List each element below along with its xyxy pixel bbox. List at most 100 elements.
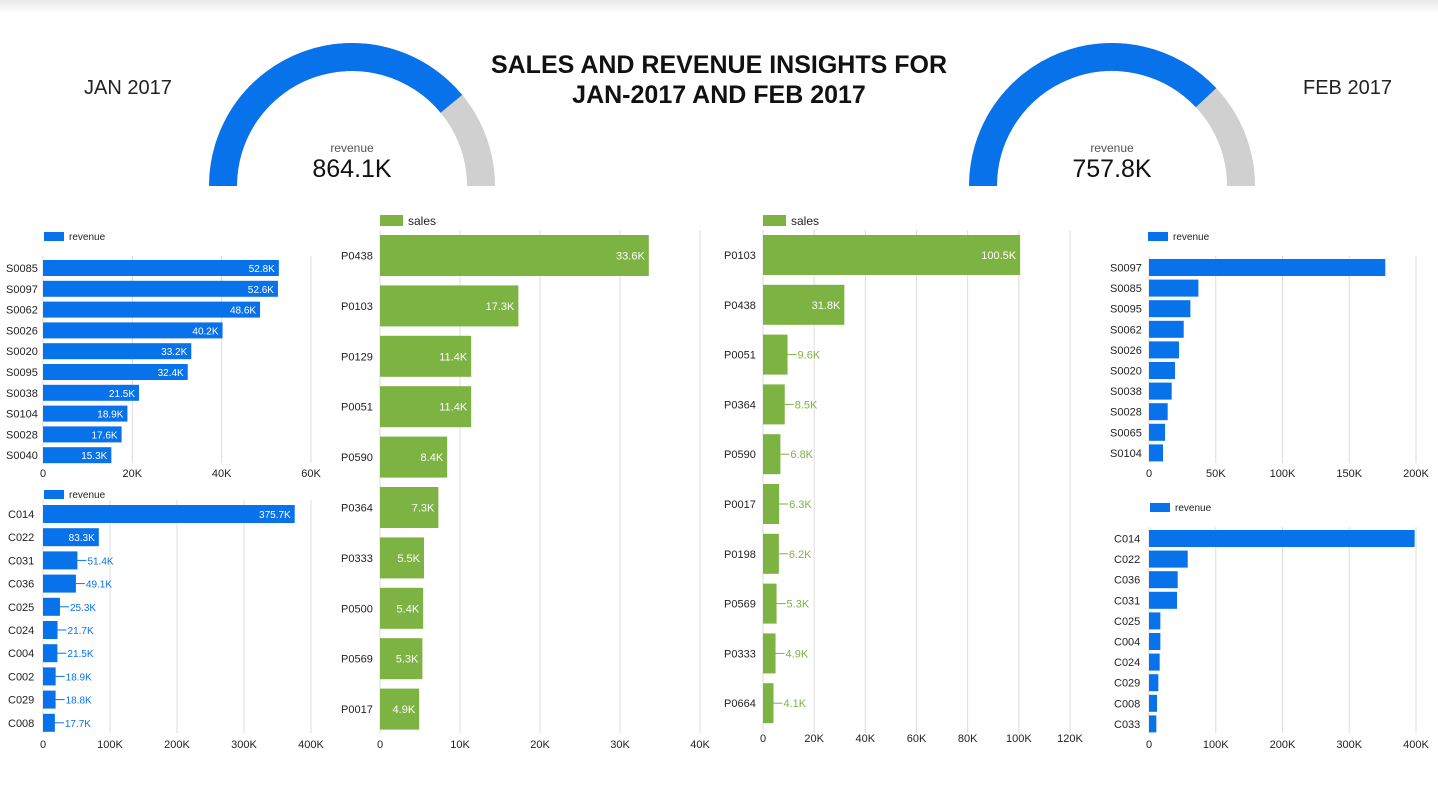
- data-label: 49.1K: [86, 580, 112, 591]
- x-tick-label: 80K: [958, 733, 978, 745]
- category-label: S0085: [1110, 283, 1142, 295]
- x-tick-label: 20K: [530, 739, 550, 751]
- category-label: C036: [1114, 575, 1140, 587]
- data-label: 6.2K: [789, 549, 812, 561]
- data-label: 5.3K: [396, 654, 419, 666]
- category-label: S0085: [6, 263, 38, 275]
- legend-swatch: [763, 215, 786, 226]
- feb-period-label: FEB 2017: [1303, 77, 1392, 99]
- bar: [43, 405, 128, 422]
- category-label: C025: [8, 602, 34, 614]
- bar: [380, 285, 519, 327]
- category-label: S0040: [6, 450, 38, 462]
- category-label: P0103: [341, 301, 373, 313]
- bar: [43, 301, 261, 318]
- legend-label: revenue: [69, 232, 106, 243]
- data-label: 33.6K: [616, 251, 645, 263]
- data-label: 100.5K: [981, 250, 1017, 262]
- gauge-fill: [969, 43, 1217, 187]
- bar: [1149, 423, 1166, 441]
- bar: [43, 621, 58, 639]
- bar: [380, 386, 472, 428]
- bar: [43, 426, 122, 443]
- x-tick-label: 10K: [450, 739, 470, 751]
- x-tick-label: 200K: [164, 739, 190, 751]
- category-label: S0062: [1110, 324, 1142, 336]
- bar: [380, 235, 649, 276]
- category-label: P0590: [341, 452, 373, 464]
- data-label: 375.7K: [259, 510, 291, 521]
- x-tick-label: 40K: [212, 468, 232, 480]
- data-label: 21.7K: [68, 626, 94, 637]
- bar: [1149, 591, 1178, 609]
- bar: [1149, 341, 1180, 359]
- data-label: 18.9K: [97, 410, 123, 421]
- category-label: S0026: [6, 325, 38, 337]
- bar: [1149, 300, 1191, 318]
- category-label: P0051: [341, 402, 373, 414]
- bar: [43, 667, 56, 686]
- feb_product_sales: sales P0103 100.5K P0438 31.8K P0051 9.6K P0364…: [724, 214, 1084, 745]
- category-label: S0020: [1110, 366, 1142, 378]
- category-label: P0051: [724, 350, 756, 362]
- bar: [380, 688, 420, 730]
- legend-swatch: [1148, 232, 1168, 241]
- bar: [763, 484, 780, 524]
- x-tick-label: 100K: [1006, 733, 1032, 745]
- bar: [380, 537, 424, 579]
- bar: [380, 436, 448, 478]
- bar: [43, 505, 295, 523]
- x-tick-label: 0: [1146, 739, 1152, 751]
- x-tick-label: 20K: [123, 468, 143, 480]
- category-label: P0364: [341, 503, 373, 515]
- bar: [1149, 320, 1184, 338]
- bar: [1149, 403, 1168, 421]
- x-tick-label: 60K: [301, 468, 321, 480]
- data-label: 9.6K: [798, 350, 821, 362]
- category-label: C025: [1114, 616, 1140, 628]
- gauge-caption: revenue: [330, 141, 374, 155]
- category-label: C002: [8, 671, 34, 683]
- bar: [380, 638, 423, 680]
- bar: [1149, 571, 1178, 589]
- data-label: 8.4K: [421, 452, 444, 464]
- bar: [1149, 259, 1386, 276]
- x-tick-label: 50K: [1206, 468, 1226, 480]
- legend-label: sales: [791, 214, 819, 228]
- x-tick-label: 300K: [1336, 739, 1362, 751]
- category-label: P0500: [341, 603, 373, 615]
- bar: [43, 690, 56, 709]
- bar: [763, 583, 777, 624]
- x-tick-label: 400K: [298, 739, 324, 751]
- category-label: P0664: [724, 698, 756, 710]
- bar: [1149, 715, 1157, 733]
- data-label: 17.3K: [486, 301, 515, 313]
- category-label: C008: [1114, 698, 1140, 710]
- category-label: P0569: [341, 654, 373, 666]
- jan_customer_revenue: revenue C014 375.7K C022 83.3K C031 51.4K C036 4…: [8, 490, 325, 751]
- bar: [43, 280, 278, 297]
- x-tick-label: 100K: [1203, 739, 1229, 751]
- category-label: P0103: [724, 250, 756, 262]
- bar: [380, 587, 424, 629]
- data-label: 5.4K: [397, 603, 420, 615]
- top-shadow: [0, 0, 1438, 14]
- category-label: S0065: [1110, 427, 1142, 439]
- gauge-fill: [209, 43, 463, 187]
- bar: [43, 528, 99, 547]
- bar: [380, 487, 439, 528]
- data-label: 6.8K: [790, 449, 813, 461]
- bar: [43, 551, 78, 570]
- data-label: 7.3K: [412, 503, 435, 515]
- title-line-1: SALES AND REVENUE INSIGHTS FOR: [490, 51, 948, 79]
- bar: [1149, 382, 1172, 400]
- category-label: C014: [1114, 534, 1140, 546]
- data-label: 51.4K: [87, 556, 113, 567]
- x-tick-label: 40K: [690, 739, 710, 751]
- legend-swatch: [44, 490, 64, 499]
- data-label: 17.7K: [65, 719, 91, 730]
- category-label: C008: [8, 718, 34, 730]
- legend-label: revenue: [69, 490, 106, 501]
